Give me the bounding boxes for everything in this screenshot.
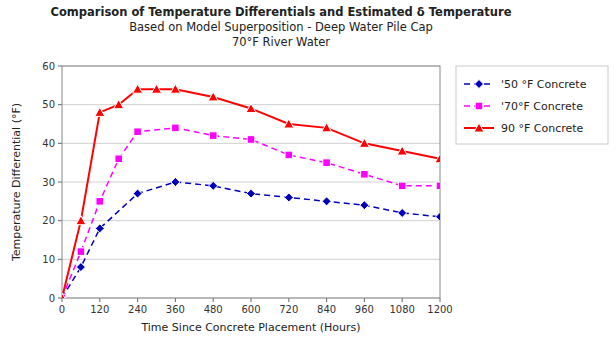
point xyxy=(208,92,218,101)
plot-area xyxy=(62,84,440,298)
series-line xyxy=(62,89,440,298)
x-tick-label: 0 xyxy=(59,304,65,315)
x-tick-label: 240 xyxy=(128,304,147,315)
point xyxy=(359,138,369,147)
point xyxy=(62,293,67,298)
y-tick xyxy=(58,66,62,67)
point xyxy=(322,197,331,206)
y-tick xyxy=(58,143,62,144)
y-tick-label: 50 xyxy=(42,99,55,110)
y-tick-label: 20 xyxy=(42,215,55,226)
x-tick xyxy=(99,298,100,302)
x-tick-label: 360 xyxy=(166,304,185,315)
y-tick xyxy=(58,259,62,260)
point xyxy=(436,182,440,190)
x-tick xyxy=(402,298,403,302)
y-tick xyxy=(58,104,62,105)
legend-marker xyxy=(474,123,484,132)
chart: Comparison of Temperature Differentials … xyxy=(0,0,616,355)
x-tick-label: 1200 xyxy=(427,304,452,315)
grid-line xyxy=(62,220,440,221)
x-tick-label: 600 xyxy=(241,304,260,315)
title: Comparison of Temperature Differentials … xyxy=(51,5,512,49)
grid-line xyxy=(62,259,440,260)
point xyxy=(77,248,85,256)
point xyxy=(134,128,142,136)
point xyxy=(96,198,104,206)
y-tick-label: 40 xyxy=(42,138,55,149)
y-tick xyxy=(58,298,62,299)
point xyxy=(209,181,218,190)
plot-frame xyxy=(62,66,440,298)
point xyxy=(172,124,180,132)
x-tick-label: 960 xyxy=(355,304,374,315)
x-tick xyxy=(213,298,214,302)
legend-label: '70°F Concrete xyxy=(501,100,583,113)
x-tick xyxy=(326,298,327,302)
y-tick xyxy=(58,220,62,221)
y-tick xyxy=(58,182,62,183)
point xyxy=(247,189,256,198)
title-line: Comparison of Temperature Differentials … xyxy=(51,5,512,19)
point xyxy=(209,132,217,140)
point xyxy=(171,178,180,187)
point xyxy=(114,100,124,109)
x-tick xyxy=(62,298,63,302)
point xyxy=(361,170,369,178)
point xyxy=(397,146,407,155)
legend-box xyxy=(456,66,608,144)
point xyxy=(285,151,293,159)
x-tick-label: 720 xyxy=(279,304,298,315)
x-tick xyxy=(137,298,138,302)
point xyxy=(436,212,441,221)
grid-line xyxy=(62,182,440,183)
point xyxy=(133,189,142,198)
x-tick xyxy=(175,298,176,302)
point xyxy=(133,84,143,93)
legend: '50 °F Concrete '70°F Concrete 90 °F Concr… xyxy=(456,66,608,144)
point xyxy=(95,224,104,233)
point xyxy=(435,154,440,163)
point xyxy=(398,208,407,217)
x-tick xyxy=(440,298,441,302)
title-line: Based on Model Superposition - Deep Wate… xyxy=(129,20,433,34)
x-axis-label: Time Since Concrete Placement (Hours) xyxy=(140,321,360,334)
point xyxy=(322,123,332,132)
point xyxy=(76,216,86,225)
x-tick-label: 480 xyxy=(204,304,223,315)
series-line xyxy=(62,182,440,298)
y-tick-label: 0 xyxy=(49,293,55,304)
x-tick xyxy=(288,298,289,302)
point xyxy=(284,119,294,128)
x-tick xyxy=(364,298,365,302)
point xyxy=(398,182,406,190)
y-tick-label: 10 xyxy=(42,254,55,265)
legend-label: '50 °F Concrete xyxy=(501,78,587,91)
point xyxy=(95,107,105,116)
x-tick-label: 840 xyxy=(317,304,336,315)
x-tick-label: 1080 xyxy=(389,304,414,315)
point xyxy=(284,193,293,202)
point xyxy=(246,104,256,113)
point xyxy=(115,155,123,163)
legend-marker xyxy=(475,80,484,89)
y-axis-label: Temperature Differential (°F) xyxy=(10,103,23,262)
point xyxy=(323,159,331,167)
point xyxy=(170,84,180,93)
x-tick xyxy=(251,298,252,302)
y-tick-label: 60 xyxy=(42,61,55,72)
point xyxy=(76,263,85,272)
point xyxy=(152,84,162,93)
title-line: 70°F River Water xyxy=(232,35,330,49)
y-tick-label: 30 xyxy=(42,177,55,188)
point xyxy=(247,136,255,144)
series-line xyxy=(62,128,440,298)
legend-marker xyxy=(475,102,483,110)
point xyxy=(360,201,369,210)
legend-label: 90 °F Concrete xyxy=(501,122,584,135)
point xyxy=(62,294,67,299)
x-tick-label: 120 xyxy=(90,304,109,315)
